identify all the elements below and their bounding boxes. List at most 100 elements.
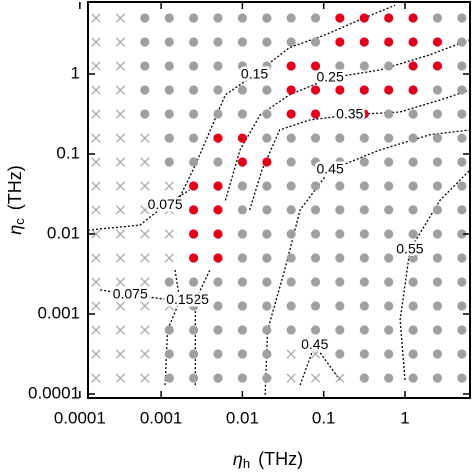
gray-dot bbox=[432, 109, 443, 119]
gray-dot bbox=[384, 301, 394, 311]
gray-dot bbox=[408, 109, 418, 119]
cross-marker bbox=[140, 349, 150, 359]
x-tick-label: 0.0001 bbox=[54, 408, 106, 427]
red-dot bbox=[408, 13, 418, 23]
gray-dot bbox=[408, 349, 418, 359]
gray-dot bbox=[408, 181, 418, 191]
gray-dot bbox=[189, 349, 199, 359]
x-axis-label-unit: (THz) bbox=[258, 449, 303, 469]
gray-dot bbox=[432, 85, 443, 95]
gray-dot bbox=[432, 349, 443, 359]
red-dot bbox=[310, 109, 321, 119]
contour-label: 0.35 bbox=[336, 105, 363, 121]
gray-dot bbox=[237, 61, 248, 71]
gray-dot bbox=[164, 373, 174, 383]
gray-dot bbox=[189, 277, 199, 287]
red-dot bbox=[237, 133, 248, 143]
gray-dot bbox=[432, 157, 443, 167]
y-tick-label: 1 bbox=[71, 63, 80, 82]
cross-marker bbox=[91, 205, 101, 215]
gray-dot bbox=[262, 133, 272, 143]
gray-dot bbox=[262, 301, 272, 311]
gray-dot bbox=[359, 277, 369, 287]
gray-dot bbox=[262, 325, 272, 335]
gray-dot bbox=[237, 205, 248, 215]
cross-marker bbox=[115, 61, 126, 71]
gray-dot bbox=[359, 157, 369, 167]
red-dot bbox=[310, 85, 321, 95]
gray-dot bbox=[189, 109, 199, 119]
gray-dot bbox=[432, 325, 443, 335]
cross-marker bbox=[140, 277, 150, 287]
cross-marker bbox=[91, 181, 101, 191]
gray-dot bbox=[286, 253, 296, 263]
gray-dot bbox=[408, 133, 418, 143]
gray-dot bbox=[262, 13, 272, 23]
cross-marker bbox=[115, 229, 126, 239]
cross-marker bbox=[91, 157, 101, 167]
gray-dot bbox=[262, 277, 272, 287]
gray-dot bbox=[286, 277, 296, 287]
cross-marker bbox=[91, 37, 101, 47]
red-dot bbox=[189, 181, 199, 191]
cross-marker bbox=[115, 181, 126, 191]
y-axis-label: ηc (THz) bbox=[5, 165, 28, 234]
cross-marker bbox=[91, 85, 101, 95]
gray-dot bbox=[310, 229, 321, 239]
y-tick-label: 0.0001 bbox=[28, 383, 80, 402]
cross-marker bbox=[115, 13, 126, 23]
contour-label: 0.15 bbox=[241, 65, 268, 81]
x-tick-label: 1 bbox=[400, 408, 409, 427]
y-axis-label-unit: (THz) bbox=[5, 165, 25, 210]
red-dot bbox=[286, 85, 296, 95]
gray-dot bbox=[384, 253, 394, 263]
gray-dot bbox=[310, 157, 321, 167]
red-dot bbox=[213, 253, 223, 263]
gray-dot bbox=[432, 205, 443, 215]
gray-dot bbox=[237, 13, 248, 23]
gray-dot bbox=[408, 205, 418, 215]
x-axis-label-subscript: h bbox=[243, 456, 250, 471]
gray-dot bbox=[213, 13, 223, 23]
red-dot bbox=[189, 253, 199, 263]
red-dot bbox=[213, 133, 223, 143]
gray-dot bbox=[384, 61, 394, 71]
gray-dot bbox=[432, 301, 443, 311]
cross-marker bbox=[115, 37, 126, 47]
gray-dot bbox=[457, 109, 467, 119]
cross-marker bbox=[310, 373, 321, 383]
y-axis-label-subscript: c bbox=[12, 218, 27, 225]
gray-dot bbox=[286, 325, 296, 335]
gray-dot bbox=[384, 373, 394, 383]
cross-marker bbox=[286, 373, 296, 383]
gray-dot bbox=[140, 37, 150, 47]
gray-dot bbox=[408, 277, 418, 287]
gray-dot bbox=[432, 229, 443, 239]
red-dot bbox=[189, 205, 199, 215]
gray-dot bbox=[359, 133, 369, 143]
cross-marker bbox=[91, 13, 101, 23]
gray-dot bbox=[384, 349, 394, 359]
gray-dot bbox=[432, 13, 443, 23]
red-dot bbox=[359, 109, 369, 119]
gray-dot bbox=[457, 85, 467, 95]
gray-dot bbox=[335, 349, 345, 359]
gray-dot bbox=[189, 85, 199, 95]
gray-dot bbox=[335, 61, 345, 71]
gray-dot bbox=[213, 277, 223, 287]
gray-dot bbox=[262, 205, 272, 215]
gray-dot bbox=[310, 205, 321, 215]
red-dot bbox=[359, 37, 369, 47]
contour-label: 0.45 bbox=[317, 161, 344, 177]
cross-marker bbox=[115, 349, 126, 359]
gray-dot bbox=[335, 301, 345, 311]
gray-dot bbox=[432, 373, 443, 383]
plot-frame bbox=[87, 1, 471, 399]
gray-dot bbox=[457, 349, 467, 359]
gray-dot bbox=[335, 157, 345, 167]
gray-dot bbox=[408, 157, 418, 167]
gray-dot bbox=[359, 325, 369, 335]
gray-dot bbox=[457, 325, 467, 335]
cross-marker bbox=[115, 277, 126, 287]
gray-dot bbox=[262, 229, 272, 239]
